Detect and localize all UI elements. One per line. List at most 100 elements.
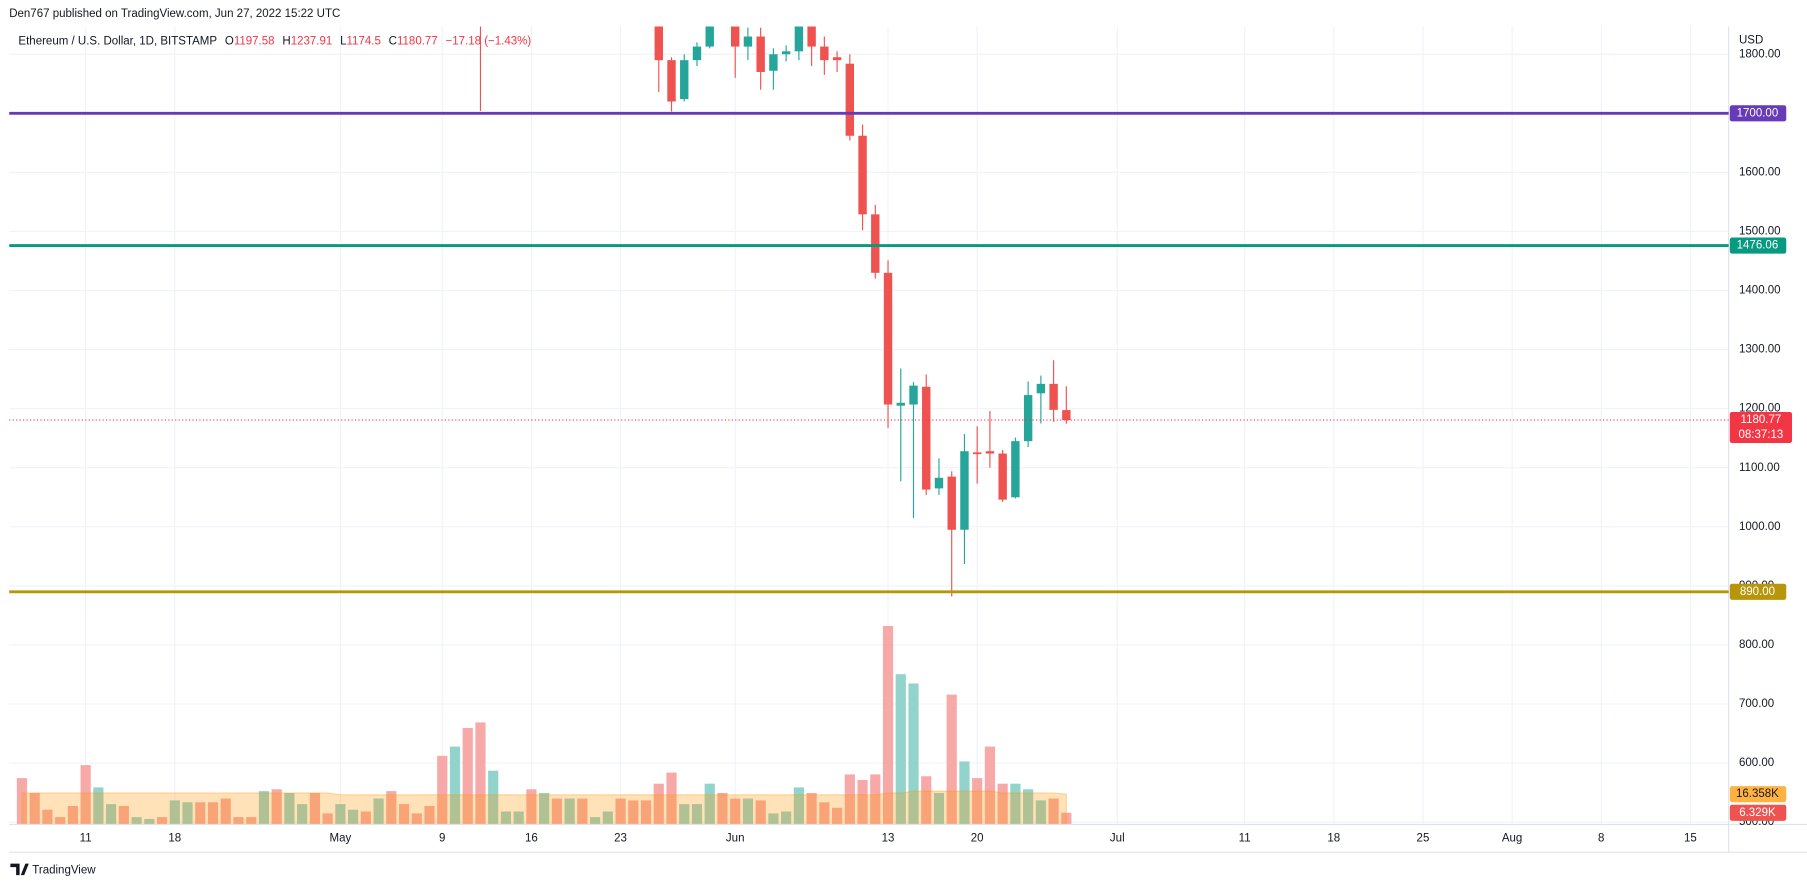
y-tick-label: 1600.00 bbox=[1739, 166, 1781, 178]
x-tick-label: 15 bbox=[1684, 832, 1697, 844]
candle-body bbox=[998, 453, 1007, 500]
volume-bar bbox=[857, 779, 868, 825]
volume-bar bbox=[717, 792, 728, 825]
volume-bar bbox=[946, 694, 957, 825]
volume-pane bbox=[16, 625, 1072, 825]
ohlc-value: 1174.5 bbox=[347, 36, 381, 48]
volume-bar bbox=[908, 683, 919, 825]
volume-bar bbox=[972, 778, 983, 825]
ohlc-letter: O bbox=[225, 36, 234, 48]
volume-bar bbox=[1061, 812, 1072, 825]
candle-body bbox=[922, 386, 931, 490]
currency: USD bbox=[1739, 34, 1763, 46]
volume-bar bbox=[819, 802, 830, 825]
y-tick-label: 600.00 bbox=[1739, 757, 1774, 769]
logo-icon bbox=[10, 863, 29, 876]
candle-body bbox=[871, 214, 880, 273]
volume-bar bbox=[564, 798, 575, 825]
volume-bar bbox=[691, 804, 703, 825]
volume-bar bbox=[628, 800, 639, 825]
volume-last-box bbox=[1729, 804, 1787, 821]
level-label: 1700.00 bbox=[1737, 107, 1779, 119]
volume-bar bbox=[449, 746, 461, 825]
volume-bar bbox=[793, 787, 804, 825]
candle-body bbox=[972, 452, 982, 455]
x-tick-label: May bbox=[329, 832, 351, 844]
volume-bar bbox=[80, 765, 91, 825]
volume-bar bbox=[921, 776, 932, 825]
level-label-box bbox=[1729, 237, 1787, 254]
logo: TradingView bbox=[10, 863, 96, 877]
last-price-box bbox=[1729, 411, 1793, 444]
last-price-label: 1180.77 bbox=[1741, 414, 1782, 426]
volume-bar bbox=[933, 792, 945, 825]
volume-bar bbox=[284, 792, 295, 825]
candle-body bbox=[680, 60, 689, 100]
volume-bar bbox=[297, 804, 308, 825]
x-tick-label: Jun bbox=[726, 832, 745, 844]
x-tick-label: 9 bbox=[439, 832, 445, 844]
symbol-legend: Ethereum / U.S. Dollar, 1D, BITSTAMP O11… bbox=[18, 36, 531, 48]
volume-bar bbox=[398, 804, 410, 825]
candle-body bbox=[743, 36, 753, 47]
volume-bar bbox=[67, 805, 78, 825]
candle-body bbox=[858, 135, 867, 215]
ohlc-value: 1237.91 bbox=[291, 36, 333, 48]
ohlc-value: 1197.58 bbox=[234, 36, 275, 48]
candle-body bbox=[654, 26, 663, 61]
x-tick-label: 25 bbox=[1417, 832, 1430, 844]
candle-body bbox=[667, 60, 676, 102]
volume-bar bbox=[997, 783, 1008, 825]
candle-body bbox=[692, 46, 702, 61]
x-tick-label: 23 bbox=[614, 832, 627, 844]
volume-bar bbox=[207, 802, 219, 825]
candle-body bbox=[1062, 410, 1071, 421]
y-tick-label: 800.00 bbox=[1739, 639, 1774, 651]
level-label: 1476.06 bbox=[1737, 240, 1779, 252]
volume-bar bbox=[258, 791, 270, 825]
volume-bar bbox=[959, 761, 970, 825]
volume-bar bbox=[220, 798, 231, 825]
volume-bar bbox=[348, 809, 359, 825]
volume-bar bbox=[271, 789, 282, 825]
volume-bar bbox=[16, 778, 28, 825]
logo-text: TradingView bbox=[32, 865, 96, 877]
volume-bar bbox=[679, 804, 690, 825]
volume-bar bbox=[309, 792, 320, 825]
volume-bar bbox=[29, 792, 40, 825]
volume-bar bbox=[55, 817, 66, 825]
volume-bar bbox=[844, 774, 855, 825]
volume-bar bbox=[895, 674, 906, 825]
volume-bar bbox=[806, 792, 817, 825]
candle-body bbox=[845, 63, 855, 136]
volume-ma-box bbox=[1729, 786, 1787, 803]
y-tick-label: 1000.00 bbox=[1739, 521, 1781, 533]
volume-bar bbox=[984, 746, 996, 825]
price-pane bbox=[479, 26, 1071, 597]
volume-bar bbox=[118, 805, 129, 825]
y-tick-label: 1300.00 bbox=[1739, 344, 1781, 356]
ohlc-value: 1180.77 bbox=[397, 36, 438, 48]
volume-bar bbox=[386, 791, 397, 825]
volume-bar bbox=[589, 817, 601, 825]
volume-ma-area bbox=[21, 790, 1067, 825]
volume-bar bbox=[615, 798, 626, 825]
ohlc-letter: H bbox=[282, 36, 290, 48]
candle-body bbox=[820, 46, 829, 61]
x-tick-label: 8 bbox=[1598, 832, 1604, 844]
candle-body bbox=[756, 36, 765, 72]
countdown-label: 08:37:13 bbox=[1739, 429, 1784, 441]
y-tick-label: 1400.00 bbox=[1739, 285, 1781, 297]
candle-body bbox=[781, 51, 791, 55]
y-tick-label: 700.00 bbox=[1739, 698, 1774, 710]
volume-bar bbox=[322, 813, 333, 825]
candle-body bbox=[730, 26, 740, 47]
candle-body bbox=[883, 272, 893, 405]
x-tick-label: 13 bbox=[882, 832, 895, 844]
x-tick-label: 11 bbox=[1239, 832, 1251, 844]
volume-bar bbox=[246, 817, 257, 825]
volume-bar bbox=[602, 811, 613, 825]
candle-body bbox=[985, 451, 995, 454]
level-label: 890.00 bbox=[1740, 586, 1775, 598]
